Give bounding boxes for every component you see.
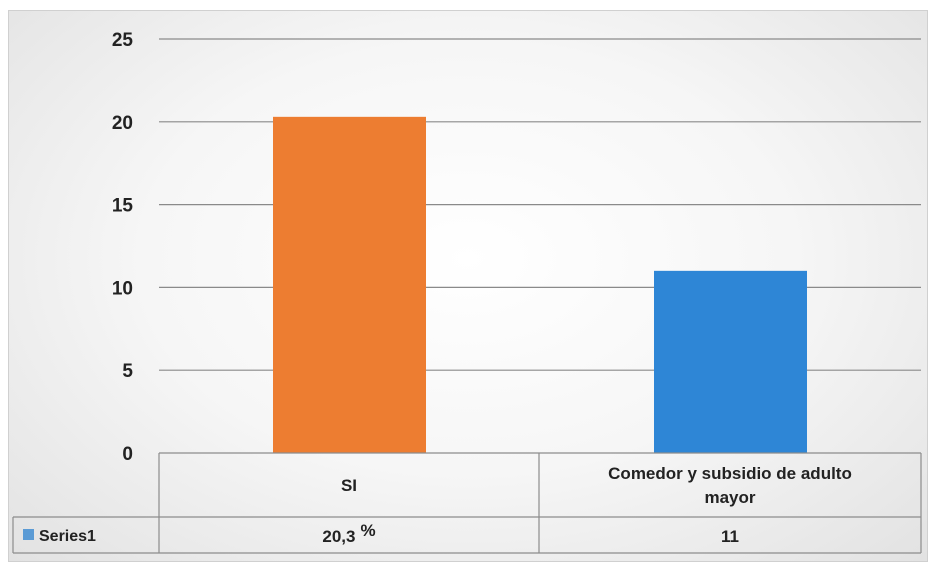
y-tick-label: 10 <box>112 278 133 299</box>
category-label: Comedor y subsidio de adulto mayor <box>608 464 852 507</box>
y-tick-label: 0 <box>122 444 133 465</box>
legend-label: Series1 <box>39 528 96 545</box>
data-label: 20,3% <box>322 521 375 546</box>
y-axis-tick-labels: 0 5 10 15 20 25 <box>112 30 134 465</box>
y-tick-label: 20 <box>112 113 133 134</box>
y-tick-label: 5 <box>122 361 133 382</box>
data-table: SI Comedor y subsidio de adulto mayor Serie… <box>12 452 922 554</box>
y-tick-label: 15 <box>112 196 134 217</box>
bars <box>273 116 807 453</box>
bar-chart: 0 5 10 15 20 25 SI Comedor y subsidio de adult… <box>12 30 922 554</box>
bar <box>273 116 426 453</box>
chart-frame: 0 5 10 15 20 25 SI Comedor y subsidio de adult… <box>8 10 928 562</box>
data-label: 11 <box>721 527 739 546</box>
y-tick-label: 25 <box>112 30 134 51</box>
legend-swatch <box>23 529 34 540</box>
category-label: SI <box>341 476 357 495</box>
bar <box>654 270 807 453</box>
